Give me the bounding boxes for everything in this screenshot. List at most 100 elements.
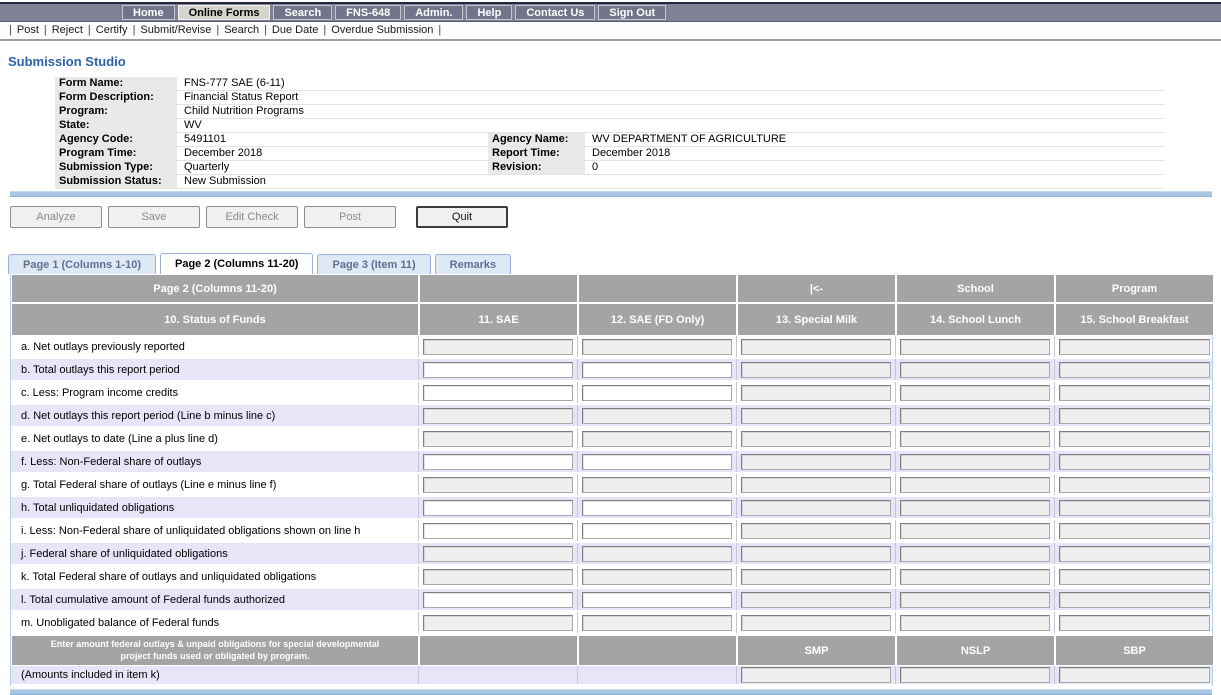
amount-input-j-col14 — [900, 546, 1050, 562]
post-button[interactable]: Post — [304, 206, 396, 228]
group-header-col-1 — [419, 274, 578, 303]
table-row-l: l. Total cumulative amount of Federal fu… — [11, 589, 1212, 612]
amount-input-f-col11[interactable] — [423, 454, 573, 470]
amount-input-c-col12[interactable] — [582, 385, 732, 401]
tab-remarks[interactable]: Remarks — [435, 254, 511, 274]
amount-input-l-col11[interactable] — [423, 592, 573, 608]
amount-input-b-col11[interactable] — [423, 362, 573, 378]
amount-input-h-col14 — [900, 500, 1050, 516]
nav-item-home[interactable]: Home — [122, 5, 175, 20]
action-link-search[interactable]: Search — [224, 24, 259, 36]
nav-item-help[interactable]: Help — [466, 5, 512, 20]
separator: | — [264, 24, 267, 36]
group-header-col-2 — [578, 274, 737, 303]
nav-item-fns-648[interactable]: FNS-648 — [335, 5, 401, 20]
cell-g-col13 — [737, 474, 896, 495]
meta-value-report-time: December 2018 — [585, 147, 1165, 160]
row-label-b: b. Total outlays this report period — [11, 359, 419, 380]
top-navigation-bar: HomeOnline FormsSearchFNS-648Admin.HelpC… — [0, 2, 1221, 22]
form-metadata: Form Name:FNS-777 SAE (6-11)Form Descrip… — [55, 77, 1165, 189]
amount-input-l-col12[interactable] — [582, 592, 732, 608]
amount-input-l-col13 — [741, 592, 891, 608]
amount-input-f-col13 — [741, 454, 891, 470]
quit-button[interactable]: Quit — [416, 206, 508, 228]
cell-g-col15 — [1055, 474, 1214, 495]
meta-label-report-time: Report Time: — [488, 147, 585, 160]
table-row-c: c. Less: Program income credits — [11, 382, 1212, 405]
row-label-m: m. Unobligated balance of Federal funds — [11, 612, 419, 633]
action-link-certify[interactable]: Certify — [96, 24, 128, 36]
cell-m-col11 — [419, 612, 578, 633]
amount-input-i-col14 — [900, 523, 1050, 539]
action-link-overdue-submission[interactable]: Overdue Submission — [331, 24, 433, 36]
amount-input-c-col11[interactable] — [423, 385, 573, 401]
cell-f-col14 — [896, 451, 1055, 472]
row-label-g: g. Total Federal share of outlays (Line … — [11, 474, 419, 495]
cell-j-col14 — [896, 543, 1055, 564]
tab-page-2-columns-11-20[interactable]: Page 2 (Columns 11-20) — [160, 253, 314, 274]
amount-input-sbp — [1059, 667, 1210, 683]
cell-l-col11 — [419, 589, 578, 610]
cell-h-col14 — [896, 497, 1055, 518]
nav-item-online-forms[interactable]: Online Forms — [178, 5, 271, 20]
meta-value-state: WV — [177, 119, 1165, 132]
action-link-due-date[interactable]: Due Date — [272, 24, 318, 36]
amount-input-i-col13 — [741, 523, 891, 539]
column-header-13-special-milk: 13. Special Milk — [737, 303, 896, 336]
amount-input-a-col14 — [900, 339, 1050, 355]
cell-a-col13 — [737, 336, 896, 357]
nav-item-contact-us[interactable]: Contact Us — [515, 5, 595, 20]
tab-page-3-item-11[interactable]: Page 3 (Item 11) — [317, 254, 430, 274]
amount-input-j-col12 — [582, 546, 732, 562]
nav-item-admin[interactable]: Admin. — [404, 5, 463, 20]
amount-input-b-col12[interactable] — [582, 362, 732, 378]
amount-input-smp — [741, 667, 891, 683]
amount-input-b-col14 — [900, 362, 1050, 378]
cell-g-col12 — [578, 474, 737, 495]
special-column-header-nslp: NSLP — [896, 635, 1055, 666]
amount-input-h-col11[interactable] — [423, 500, 573, 516]
table-row-i: i. Less: Non-Federal share of unliquidat… — [11, 520, 1212, 543]
nav-item-search[interactable]: Search — [273, 5, 332, 20]
meta-value-revision: 0 — [585, 161, 1165, 174]
cell-c-col15 — [1055, 382, 1214, 403]
amount-input-h-col12[interactable] — [582, 500, 732, 516]
action-link-post[interactable]: Post — [17, 24, 39, 36]
cell-j-col15 — [1055, 543, 1214, 564]
form-table: Page 2 (Columns 11-20)|<-SchoolProgram10… — [10, 274, 1213, 686]
blue-divider-bottom — [10, 689, 1212, 695]
cell-l-col15 — [1055, 589, 1214, 610]
amount-input-f-col12[interactable] — [582, 454, 732, 470]
cell-k-col14 — [896, 566, 1055, 587]
amount-input-b-col15 — [1059, 362, 1210, 378]
table-row-j: j. Federal share of unliquidated obligat… — [11, 543, 1212, 566]
group-header-school: School — [896, 274, 1055, 303]
tab-page-1-columns-1-10[interactable]: Page 1 (Columns 1-10) — [8, 254, 156, 274]
nav-item-sign-out[interactable]: Sign Out — [598, 5, 666, 20]
table-row-f: f. Less: Non-Federal share of outlays — [11, 451, 1212, 474]
cell-h-col11 — [419, 497, 578, 518]
row-label-a: a. Net outlays previously reported — [11, 336, 419, 357]
amount-input-g-col13 — [741, 477, 891, 493]
meta-row: Program Time:December 2018Report Time:De… — [55, 147, 1165, 161]
column-header-11-sae: 11. SAE — [419, 303, 578, 336]
cell-c-col11 — [419, 382, 578, 403]
amount-input-e-col15 — [1059, 431, 1210, 447]
amount-input-i-col11[interactable] — [423, 523, 573, 539]
amount-input-i-col12[interactable] — [582, 523, 732, 539]
amount-input-j-col13 — [741, 546, 891, 562]
meta-label-program-time: Program Time: — [55, 147, 177, 160]
cell-l-col13 — [737, 589, 896, 610]
action-link-submit-revise[interactable]: Submit/Revise — [140, 24, 211, 36]
meta-label-agency-name: Agency Name: — [488, 133, 585, 146]
analyze-button[interactable]: Analyze — [10, 206, 102, 228]
edit-check-button[interactable]: Edit Check — [206, 206, 298, 228]
blue-divider-top — [10, 191, 1212, 197]
amount-input-k-col11 — [423, 569, 573, 585]
cell-i-col15 — [1055, 520, 1214, 541]
action-link-reject[interactable]: Reject — [52, 24, 83, 36]
separator: | — [9, 24, 12, 36]
table-row-e: e. Net outlays to date (Line a plus line… — [11, 428, 1212, 451]
save-button[interactable]: Save — [108, 206, 200, 228]
meta-label-agency-code: Agency Code: — [55, 133, 177, 146]
